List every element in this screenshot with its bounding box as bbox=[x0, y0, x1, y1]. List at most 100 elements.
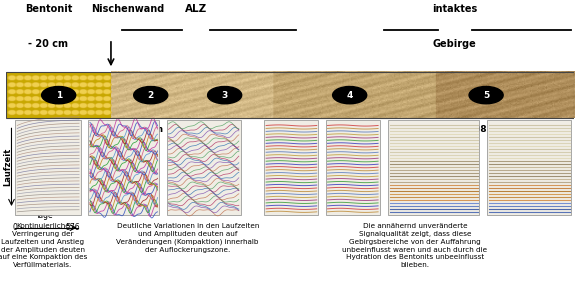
Circle shape bbox=[25, 97, 31, 100]
Circle shape bbox=[63, 96, 71, 101]
Circle shape bbox=[95, 90, 103, 94]
Circle shape bbox=[87, 111, 95, 114]
Circle shape bbox=[48, 83, 56, 87]
Circle shape bbox=[57, 104, 63, 107]
Circle shape bbox=[48, 90, 56, 94]
Circle shape bbox=[16, 76, 24, 80]
Circle shape bbox=[71, 90, 79, 94]
Circle shape bbox=[32, 111, 40, 114]
Circle shape bbox=[88, 90, 94, 93]
Circle shape bbox=[56, 90, 63, 94]
Bar bbox=[326, 120, 380, 215]
Bar bbox=[264, 120, 318, 215]
Circle shape bbox=[63, 90, 71, 94]
Circle shape bbox=[64, 111, 70, 114]
Circle shape bbox=[71, 76, 79, 80]
Circle shape bbox=[103, 103, 111, 108]
Circle shape bbox=[17, 76, 23, 79]
Circle shape bbox=[95, 103, 103, 108]
Circle shape bbox=[8, 76, 16, 80]
Circle shape bbox=[25, 83, 31, 86]
Circle shape bbox=[32, 90, 40, 94]
Circle shape bbox=[79, 111, 87, 114]
Text: Deutliche Variationen in den Laufzeiten
und Amplituden deuten auf
Veränderungen : Deutliche Variationen in den Laufzeiten … bbox=[117, 223, 259, 253]
Circle shape bbox=[104, 104, 110, 107]
Circle shape bbox=[49, 90, 55, 93]
Circle shape bbox=[88, 76, 94, 79]
Text: 1: 1 bbox=[56, 91, 62, 100]
Circle shape bbox=[72, 90, 78, 93]
Circle shape bbox=[87, 76, 95, 80]
Circle shape bbox=[24, 96, 32, 101]
Circle shape bbox=[48, 111, 56, 114]
Circle shape bbox=[333, 86, 367, 104]
Circle shape bbox=[96, 104, 102, 107]
Circle shape bbox=[81, 90, 86, 93]
Text: ALZ: ALZ bbox=[185, 4, 207, 14]
Circle shape bbox=[16, 90, 24, 94]
Circle shape bbox=[64, 90, 70, 93]
Circle shape bbox=[57, 97, 63, 100]
Circle shape bbox=[71, 103, 79, 108]
Circle shape bbox=[469, 86, 503, 104]
Circle shape bbox=[41, 97, 46, 100]
Circle shape bbox=[63, 76, 71, 80]
Text: Laufzeit: Laufzeit bbox=[3, 148, 12, 186]
Text: Bentonit: Bentonit bbox=[25, 4, 72, 14]
Circle shape bbox=[24, 83, 32, 87]
Circle shape bbox=[96, 76, 102, 79]
Text: intaktes: intaktes bbox=[432, 4, 477, 14]
Circle shape bbox=[16, 83, 24, 87]
Circle shape bbox=[103, 76, 111, 80]
Circle shape bbox=[9, 104, 15, 107]
Circle shape bbox=[25, 76, 31, 79]
Circle shape bbox=[96, 97, 102, 100]
Circle shape bbox=[95, 111, 103, 114]
Circle shape bbox=[56, 76, 63, 80]
Text: 208 cm: 208 cm bbox=[468, 126, 505, 134]
Circle shape bbox=[72, 111, 78, 114]
Circle shape bbox=[63, 111, 71, 114]
Circle shape bbox=[79, 103, 87, 108]
Circle shape bbox=[103, 83, 111, 87]
Circle shape bbox=[56, 83, 63, 87]
Bar bbox=[6, 72, 574, 118]
Circle shape bbox=[48, 96, 56, 101]
Circle shape bbox=[33, 76, 39, 79]
Circle shape bbox=[24, 111, 32, 114]
Circle shape bbox=[8, 90, 16, 94]
Bar bbox=[389, 120, 479, 215]
Text: - 20 cm: - 20 cm bbox=[28, 39, 68, 49]
Circle shape bbox=[88, 111, 94, 114]
Circle shape bbox=[33, 90, 39, 93]
Circle shape bbox=[56, 96, 63, 101]
Circle shape bbox=[81, 104, 86, 107]
Circle shape bbox=[33, 104, 39, 107]
Circle shape bbox=[33, 97, 39, 100]
Circle shape bbox=[57, 90, 63, 93]
Circle shape bbox=[39, 76, 48, 80]
Circle shape bbox=[42, 86, 76, 104]
Circle shape bbox=[25, 111, 31, 114]
Circle shape bbox=[17, 97, 23, 100]
Circle shape bbox=[41, 83, 46, 86]
Circle shape bbox=[17, 83, 23, 86]
Circle shape bbox=[71, 83, 79, 87]
Circle shape bbox=[8, 111, 16, 114]
Circle shape bbox=[72, 97, 78, 100]
Circle shape bbox=[24, 103, 32, 108]
Text: 5: 5 bbox=[483, 91, 489, 100]
Circle shape bbox=[41, 104, 46, 107]
Circle shape bbox=[208, 86, 242, 104]
Circle shape bbox=[87, 103, 95, 108]
Circle shape bbox=[25, 90, 31, 93]
Circle shape bbox=[39, 90, 48, 94]
Circle shape bbox=[79, 96, 87, 101]
Circle shape bbox=[9, 111, 15, 114]
Text: Gebirge: Gebirge bbox=[433, 39, 477, 49]
Circle shape bbox=[87, 90, 95, 94]
Circle shape bbox=[17, 104, 23, 107]
Circle shape bbox=[25, 104, 31, 107]
Text: 8 cm: 8 cm bbox=[139, 126, 163, 134]
Circle shape bbox=[63, 103, 71, 108]
